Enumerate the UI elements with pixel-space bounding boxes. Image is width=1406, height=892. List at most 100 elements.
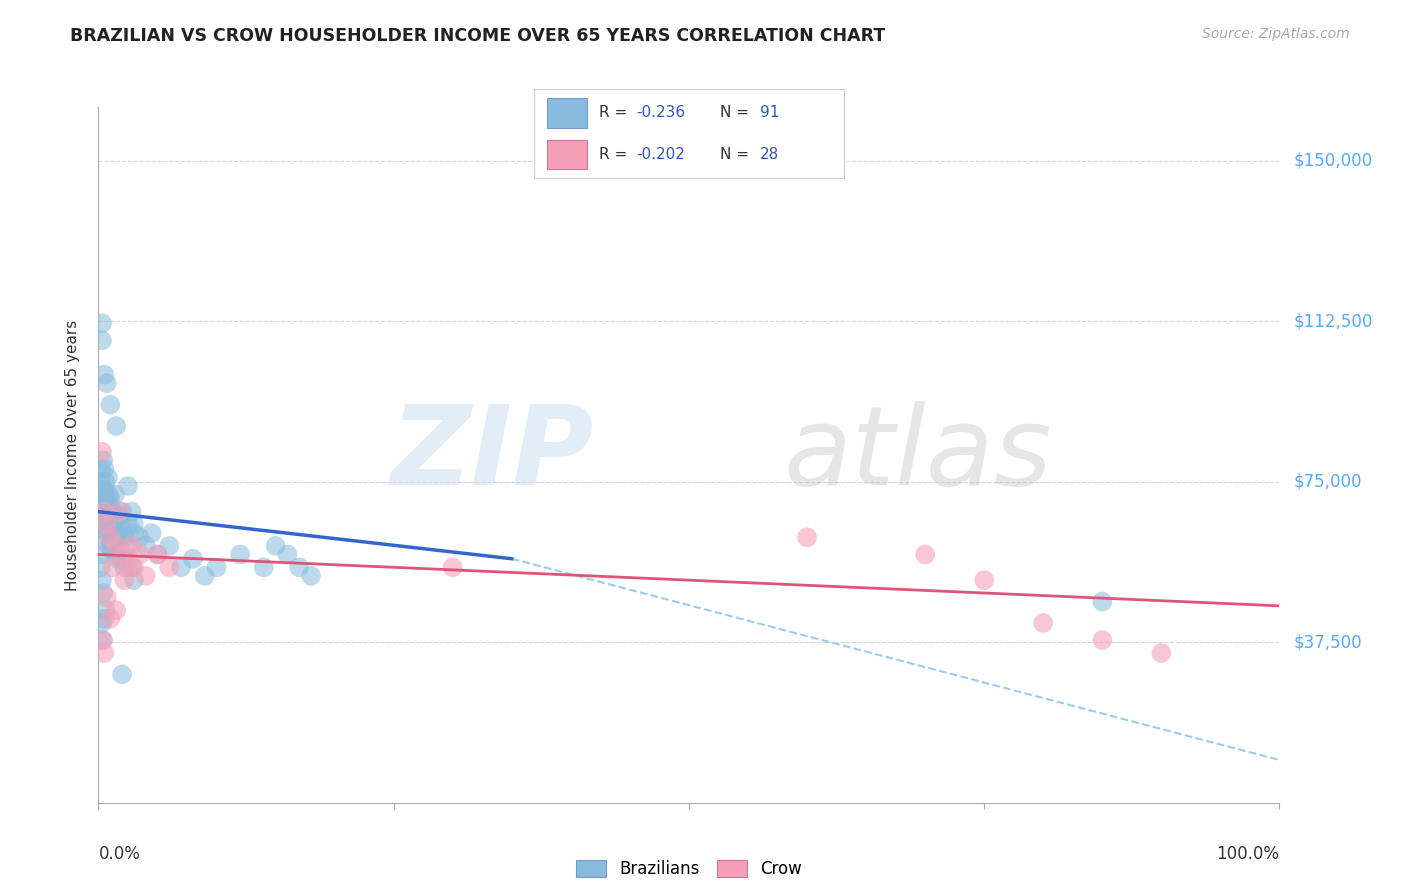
Point — [264, 539, 287, 553]
Point — [1091, 633, 1114, 648]
Point — [299, 569, 322, 583]
Point — [91, 491, 114, 506]
Point — [105, 517, 128, 532]
Point — [108, 505, 131, 519]
Point — [90, 560, 112, 574]
Point — [98, 491, 121, 506]
Text: R =: R = — [599, 147, 633, 161]
Bar — [547, 140, 586, 169]
Text: R =: R = — [599, 105, 633, 120]
Point — [100, 526, 122, 541]
Point — [96, 487, 118, 501]
Text: $75,000: $75,000 — [1294, 473, 1362, 491]
Point — [91, 508, 114, 523]
Point — [91, 505, 114, 519]
Point — [105, 539, 128, 553]
Point — [121, 539, 143, 553]
Point — [103, 517, 125, 532]
Point — [98, 508, 121, 523]
Point — [111, 548, 134, 562]
Point — [973, 573, 995, 587]
Point — [98, 530, 121, 544]
Text: 91: 91 — [761, 105, 779, 120]
Point — [98, 534, 121, 549]
Point — [98, 398, 121, 412]
Point — [91, 573, 114, 587]
Point — [91, 586, 114, 600]
Point — [90, 548, 112, 562]
Text: 0.0%: 0.0% — [98, 845, 141, 863]
Point — [101, 560, 124, 574]
Point — [91, 316, 114, 330]
Point — [96, 591, 118, 605]
Y-axis label: Householder Income Over 65 years: Householder Income Over 65 years — [65, 319, 80, 591]
Point — [90, 462, 112, 476]
Point — [105, 530, 128, 544]
Point — [104, 487, 127, 501]
Point — [104, 526, 127, 541]
Point — [101, 513, 124, 527]
Text: 28: 28 — [761, 147, 779, 161]
Point — [98, 612, 121, 626]
Point — [121, 505, 143, 519]
Text: N =: N = — [720, 147, 754, 161]
Point — [112, 573, 135, 587]
Point — [105, 548, 128, 562]
Text: atlas: atlas — [783, 401, 1052, 508]
Point — [98, 500, 121, 515]
Point — [98, 539, 121, 553]
Point — [96, 517, 118, 532]
Point — [181, 551, 204, 566]
Legend: Brazilians, Crow: Brazilians, Crow — [569, 854, 808, 885]
Point — [91, 615, 114, 630]
Point — [101, 530, 124, 544]
Point — [105, 419, 128, 434]
Point — [93, 368, 115, 382]
Point — [1150, 646, 1173, 660]
Text: $112,500: $112,500 — [1294, 312, 1372, 330]
Point — [98, 487, 121, 501]
Point — [105, 551, 128, 566]
Point — [90, 487, 112, 501]
Point — [94, 603, 117, 617]
Point — [108, 543, 131, 558]
Text: -0.236: -0.236 — [637, 105, 686, 120]
Point — [91, 334, 114, 348]
Point — [1091, 594, 1114, 608]
Point — [89, 505, 111, 519]
Point — [253, 560, 276, 574]
Point — [91, 517, 114, 532]
Point — [96, 522, 118, 536]
Point — [97, 517, 120, 532]
Point — [103, 534, 125, 549]
Point — [105, 603, 128, 617]
Point — [94, 496, 117, 510]
Point — [93, 505, 115, 519]
Point — [122, 573, 145, 587]
Point — [288, 560, 311, 574]
Point — [112, 530, 135, 544]
Point — [128, 548, 150, 562]
Point — [117, 517, 139, 532]
Text: BRAZILIAN VS CROW HOUSEHOLDER INCOME OVER 65 YEARS CORRELATION CHART: BRAZILIAN VS CROW HOUSEHOLDER INCOME OVE… — [70, 27, 886, 45]
Point — [100, 505, 122, 519]
Point — [121, 560, 143, 574]
Point — [122, 560, 145, 574]
Point — [117, 560, 139, 574]
Point — [135, 569, 157, 583]
Point — [90, 475, 112, 489]
Point — [104, 539, 127, 553]
Point — [93, 646, 115, 660]
Point — [205, 560, 228, 574]
Point — [796, 530, 818, 544]
Point — [94, 513, 117, 527]
Text: N =: N = — [720, 105, 754, 120]
Point — [91, 496, 114, 510]
Point — [122, 526, 145, 541]
Point — [108, 530, 131, 544]
Point — [194, 569, 217, 583]
Point — [117, 479, 139, 493]
Point — [93, 483, 115, 498]
Point — [276, 548, 298, 562]
Point — [94, 475, 117, 489]
